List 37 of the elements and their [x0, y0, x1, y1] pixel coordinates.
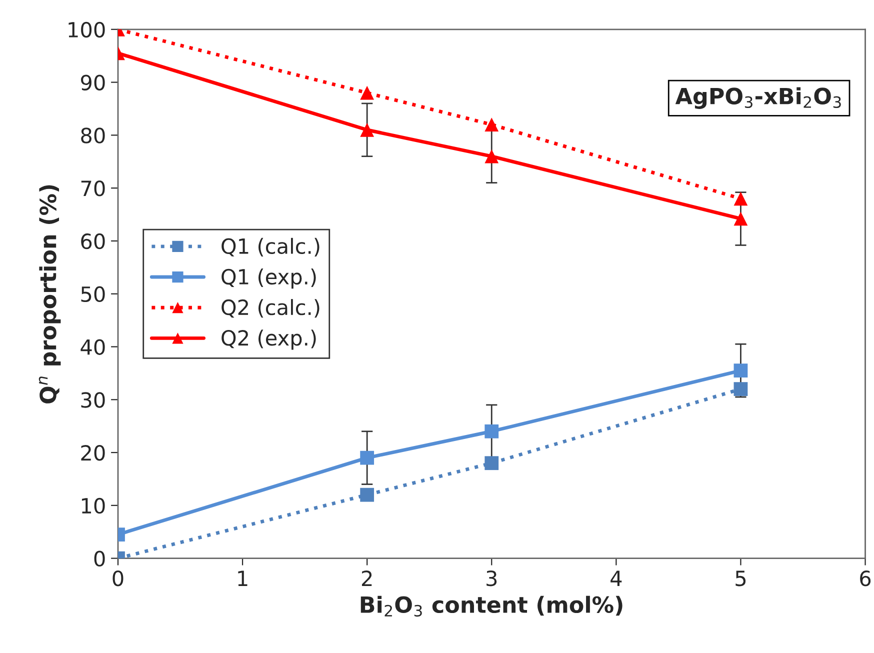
legend-label: Q2 (calc.): [222, 299, 320, 318]
point: [484, 424, 499, 438]
point: [360, 488, 374, 502]
y-tick-label: 10: [82, 498, 105, 514]
legend-label: Q2 (exp.): [222, 330, 316, 350]
point: [734, 364, 748, 378]
x-tick-label: 6: [860, 570, 871, 586]
x-tick-label: 0: [112, 570, 124, 586]
x-tick-label: 4: [610, 570, 622, 586]
y-tick-label: 100: [68, 22, 105, 38]
y-tick-label: 50: [81, 286, 105, 302]
x-tick-label: 1: [238, 570, 248, 586]
legend-label: Q1 (exp.): [222, 268, 316, 289]
point: [360, 450, 374, 465]
y-tick-label: 0: [94, 550, 105, 567]
point: [360, 86, 374, 100]
point: [360, 122, 374, 137]
y-axis-title: Q$^{n}$ proportion (%): [38, 185, 61, 404]
x-axis-title: Bi$_{2}$O$_{3}$ content (mol%): [360, 596, 622, 617]
point: [484, 149, 499, 164]
x-tick-label: 3: [486, 570, 497, 586]
y-tick-label: 80: [81, 128, 105, 144]
point: [484, 118, 499, 132]
point: [734, 212, 748, 226]
point: [484, 456, 499, 470]
legend-label: Q1 (calc.): [222, 238, 320, 256]
point: [734, 192, 748, 206]
y-tick-label: 60: [81, 233, 105, 250]
annotation: AgPO$_{3}$-xBi$_{2}$O$_{3}$: [675, 87, 841, 109]
y-tick-label: 20: [81, 444, 105, 461]
y-tick-label: 40: [80, 339, 105, 355]
y-tick-label: 30: [81, 392, 105, 408]
x-tick-label: 5: [736, 570, 746, 586]
y-tick-label: 90: [80, 74, 105, 90]
y-tick-label: 70: [81, 180, 105, 196]
point: [734, 382, 748, 396]
x-tick-label: 2: [362, 570, 372, 586]
